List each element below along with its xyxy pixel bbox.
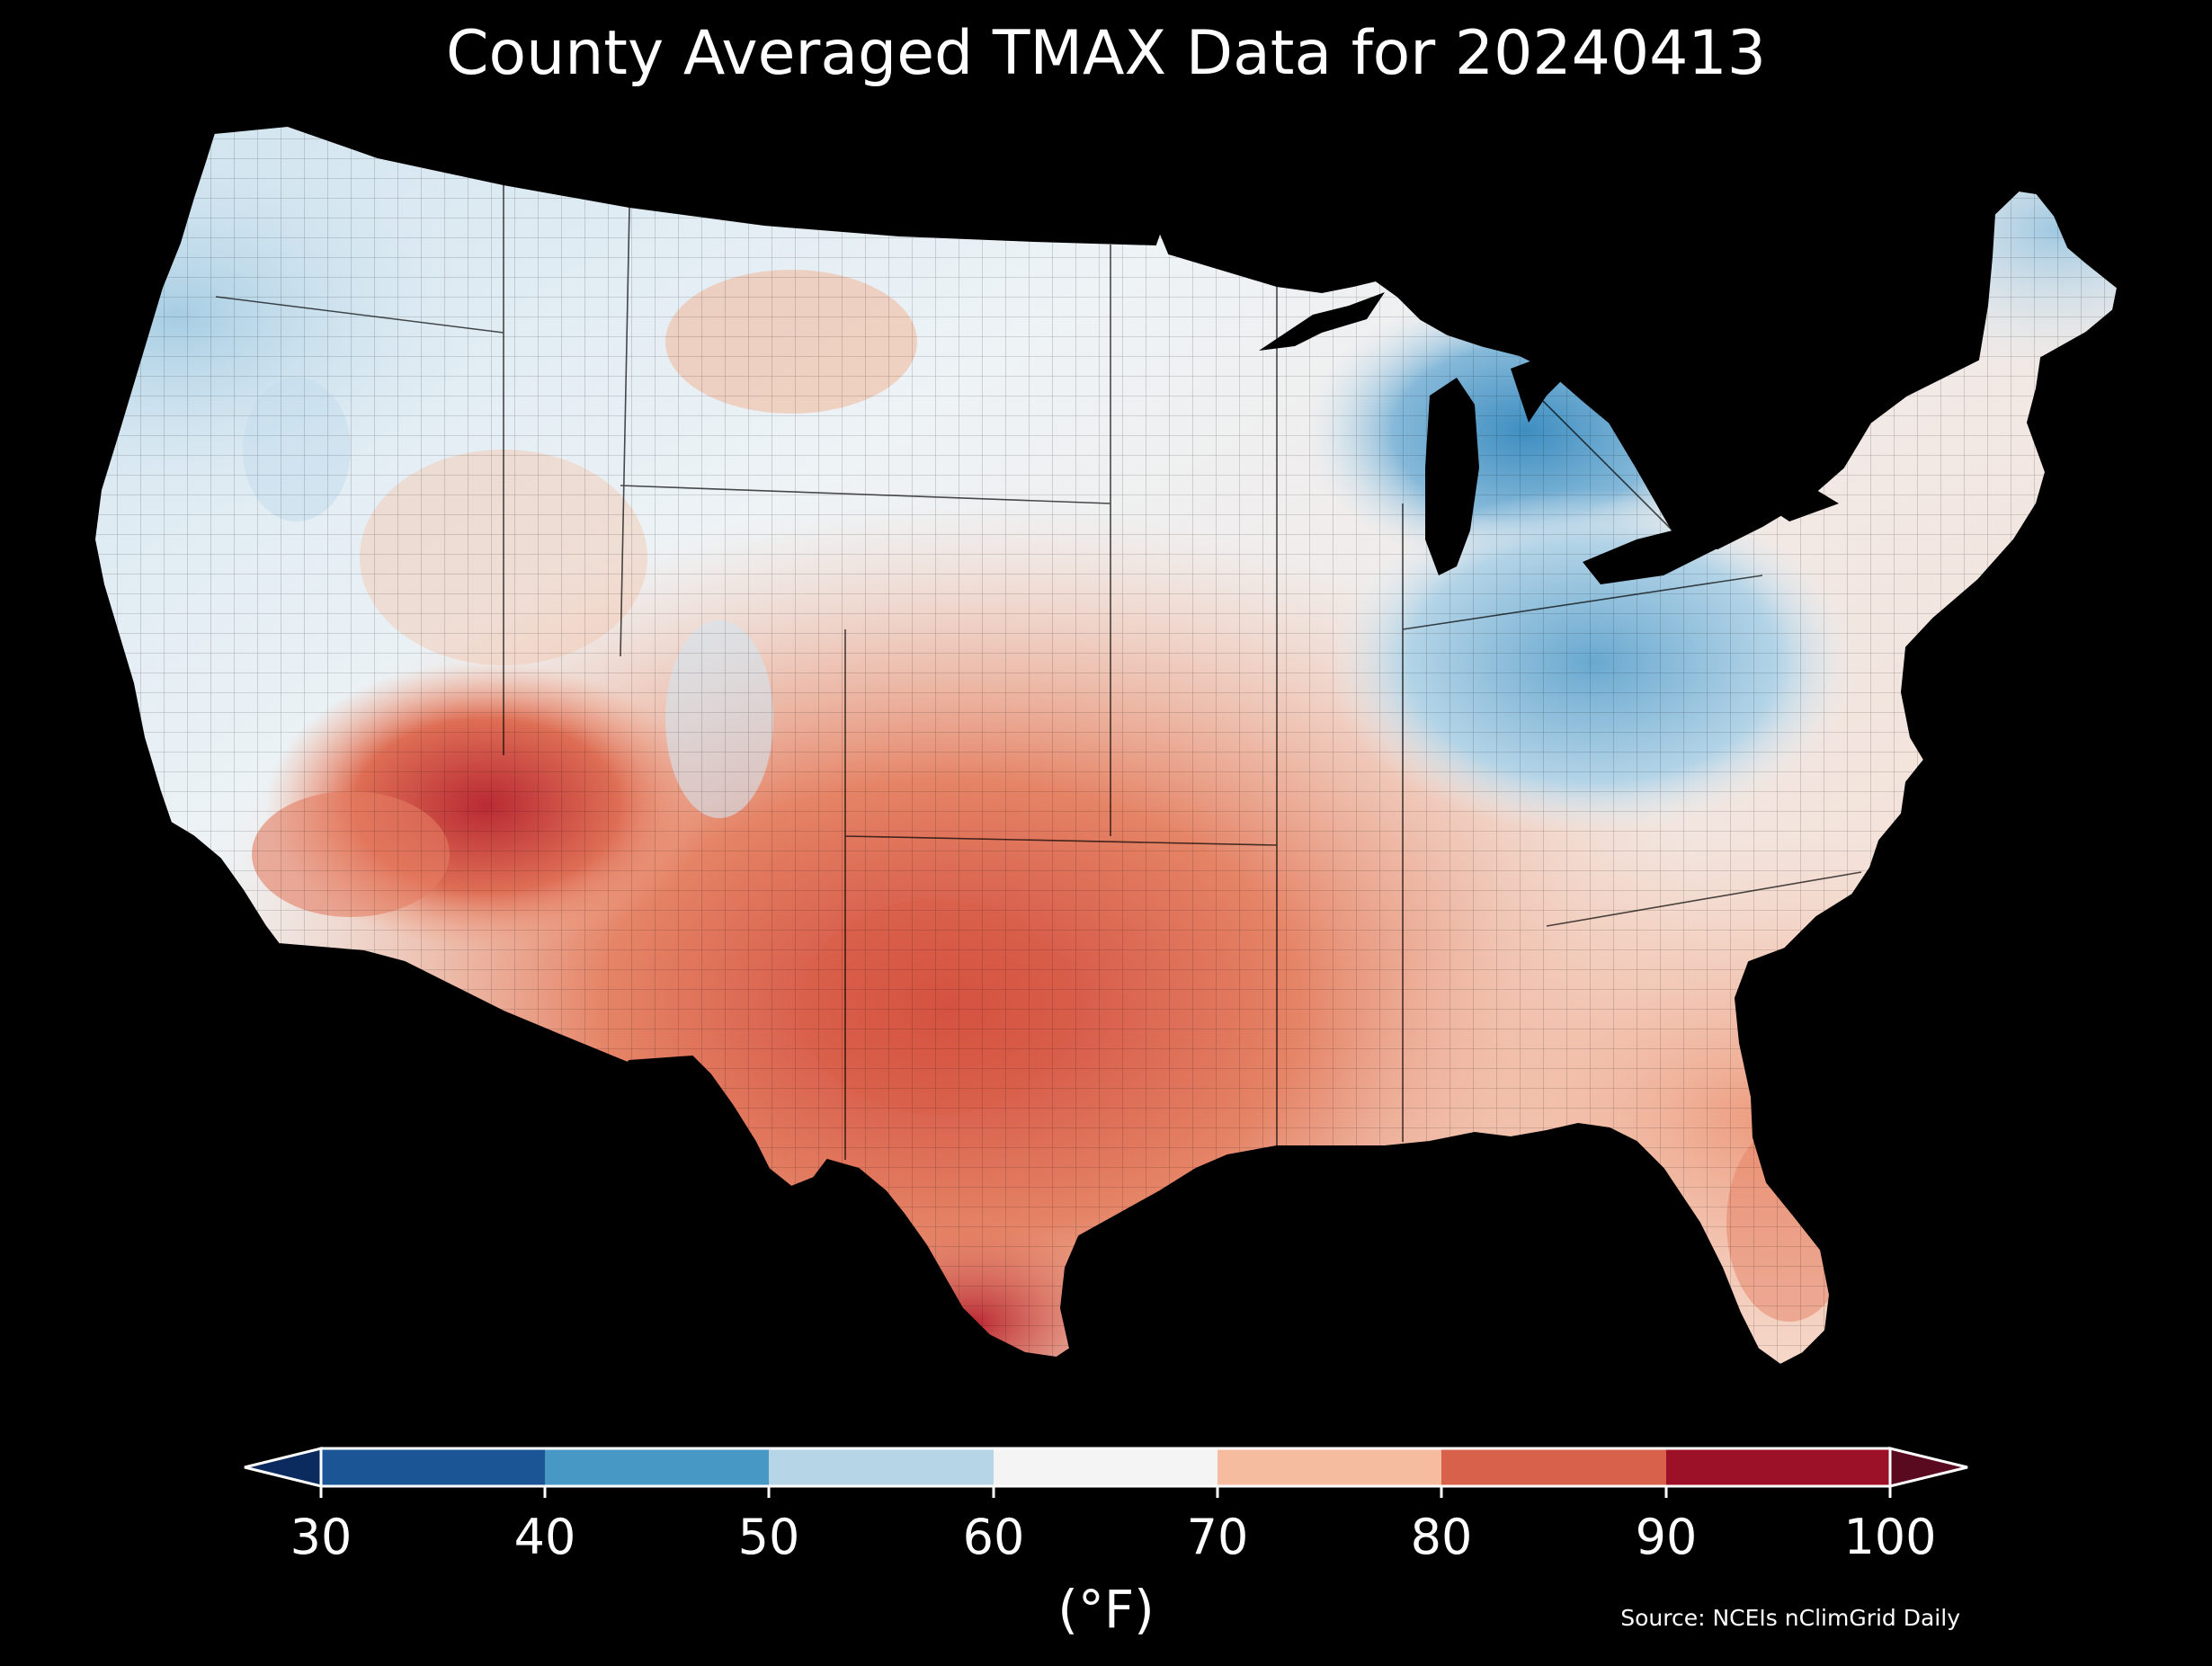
colorbar-bin-50-60 [769, 1448, 994, 1486]
colorbar-tick-label: 30 [290, 1509, 352, 1565]
colorbar-over-triangle [1888, 1447, 1968, 1488]
colorbar-tick-label: 80 [1410, 1509, 1473, 1565]
choropleth-map [94, 125, 2118, 1366]
colorbar-bin-90-100 [1666, 1448, 1890, 1486]
colorbar-bin-60-70 [994, 1448, 1217, 1486]
colorbar-tick-label: 40 [513, 1509, 576, 1565]
colorbar-tick-label: 50 [737, 1509, 800, 1565]
colorbar-bin-70-80 [1217, 1448, 1441, 1486]
source-credit: Source: NCEIs nClimGrid Daily [1620, 1605, 1960, 1631]
great-lakes [1259, 292, 1839, 584]
colorbar-bin-30-40 [321, 1448, 545, 1486]
colorbar-units-label: (°F) [1057, 1579, 1155, 1640]
colorbar-tick-label: 70 [1186, 1509, 1249, 1565]
colorbar-bin-80-90 [1441, 1448, 1666, 1486]
colorbar-bin-40-50 [545, 1448, 769, 1486]
colorbar-tick-label: 60 [962, 1509, 1025, 1565]
colorbar-tick-label: 100 [1843, 1509, 1937, 1565]
colorbar-tick-label: 90 [1635, 1509, 1698, 1565]
colorbar-ticks [319, 1486, 1892, 1498]
colorbar-frame [319, 1447, 1892, 1488]
map-title: County Averaged TMAX Data for 20240413 [446, 18, 1766, 89]
state-boundaries [215, 184, 1862, 1160]
colorbar-under-triangle [244, 1447, 323, 1488]
